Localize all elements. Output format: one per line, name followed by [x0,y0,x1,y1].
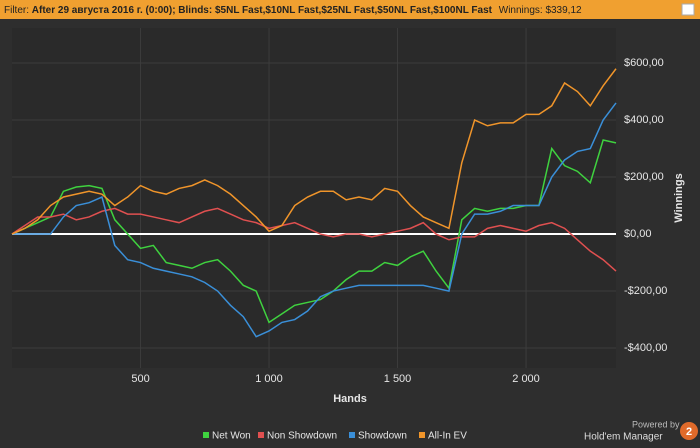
product-name: Hold'em Manager [584,432,663,443]
y-tick-label: $400,00 [624,114,664,126]
y-tick-label: $600,00 [624,57,664,69]
winnings-label: Winnings: [499,5,543,16]
collapse-button[interactable] [681,3,695,16]
y-tick-label: $0,00 [624,228,652,240]
legend-label: Net Won [212,431,251,442]
x-tick-label: 500 [131,373,149,385]
y-tick-label: -$200,00 [624,285,667,297]
x-axis-title: Hands [333,393,367,405]
legend-label: Showdown [358,431,407,442]
filter-text: Filter: After 29 августа 2016 г. (0:00);… [4,5,582,16]
series-line [11,207,617,272]
legend-label: All-In EV [428,431,467,442]
legend-swatch [419,432,425,438]
x-tick-label: 2 000 [512,373,540,385]
series-line [11,68,617,235]
powered-by: Powered by [632,419,680,429]
x-tick-label: 1 000 [255,373,283,385]
logo [680,422,698,440]
legend-swatch [349,432,355,438]
x-tick-label: 1 500 [384,373,412,385]
y-axis-title: Winnings [673,173,685,222]
plot-area [12,28,616,368]
filter-value: After 29 августа 2016 г. (0:00); Blinds:… [32,5,493,16]
series-line [11,139,617,324]
filter-label: Filter: [4,5,29,16]
y-tick-label: -$400,00 [624,342,667,354]
legend-swatch [258,432,264,438]
logo-version: 2 [686,426,692,438]
legend-label: Non Showdown [267,431,337,442]
winnings-value: $339,12 [545,5,582,16]
y-tick-label: $200,00 [624,171,664,183]
filter-bar [0,0,700,19]
series-line [12,102,617,338]
legend-swatch [203,432,209,438]
